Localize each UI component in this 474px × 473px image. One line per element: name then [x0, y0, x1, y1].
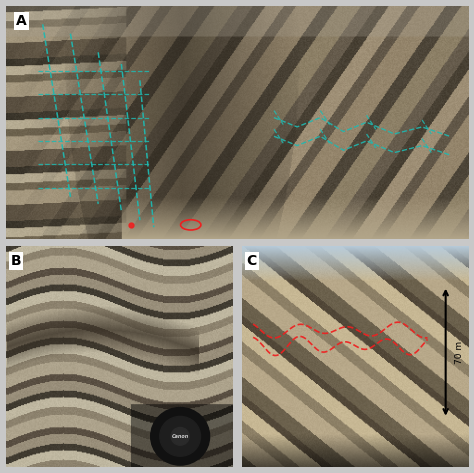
Text: A: A	[16, 14, 27, 28]
Text: B: B	[11, 254, 21, 268]
Circle shape	[160, 416, 201, 456]
Circle shape	[171, 428, 189, 445]
Circle shape	[151, 408, 210, 465]
Text: Canon: Canon	[172, 434, 189, 439]
Text: C: C	[247, 254, 257, 268]
Text: 70 m: 70 m	[455, 341, 464, 364]
